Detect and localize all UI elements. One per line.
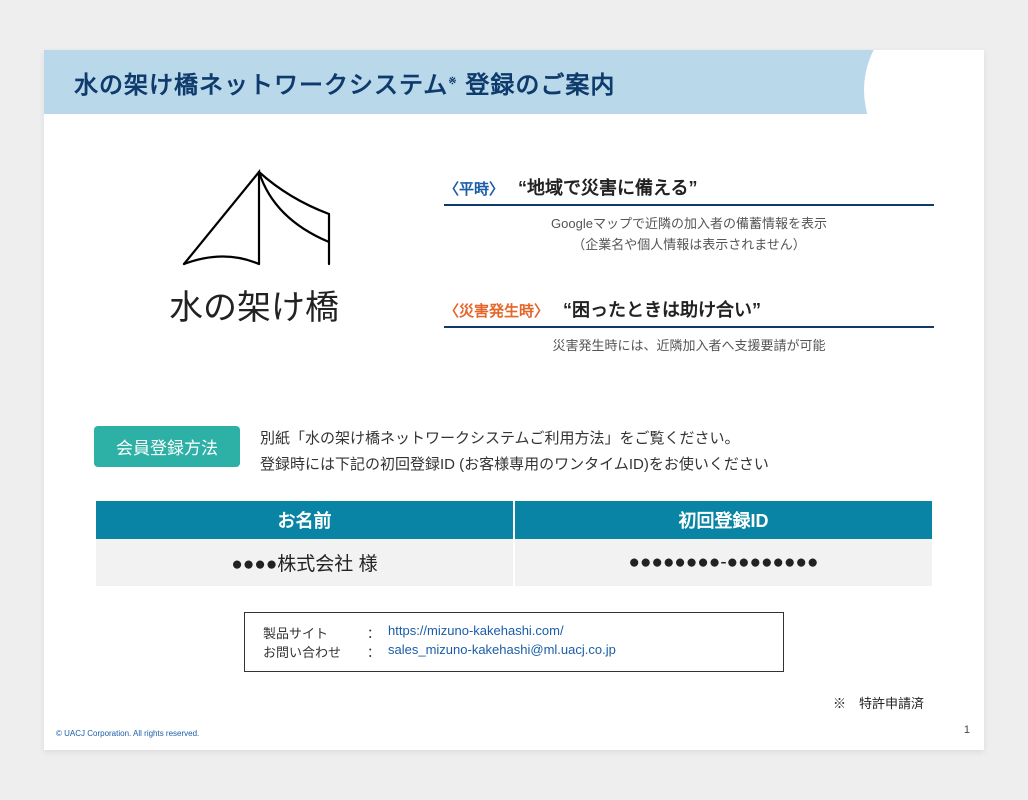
feature-disaster: 〈災害発生時〉 “困ったときは助け合い” 災害発生時には、近隣加入者へ支援要請が…	[444, 296, 934, 357]
feature-disaster-head: 〈災害発生時〉 “困ったときは助け合い”	[444, 296, 934, 328]
contact-inquiry-value: sales_mizuno-kakehashi@ml.uacj.co.jp	[388, 642, 616, 661]
page-number: 1	[964, 724, 970, 736]
feature-peacetime-head: 〈平時〉 “地域で災害に備える”	[444, 174, 934, 206]
col-id-header: 初回登録ID	[515, 501, 932, 539]
features-block: 〈平時〉 “地域で災害に備える” Googleマップで近隣の加入者の備蓄情報を表…	[444, 164, 934, 396]
table-row: ●●●●株式会社 様 ●●●●●●●●-●●●●●●●●	[96, 539, 932, 586]
contact-inquiry-label: お問い合わせ	[263, 642, 359, 661]
table-header-row: お名前 初回登録ID	[96, 501, 932, 539]
title-band: 水の架け橋ネットワークシステム※ 登録のご案内	[44, 50, 984, 114]
document-page: 水の架け橋ネットワークシステム※ 登録のご案内 水の架け橋 〈平時〉 “地域で災…	[44, 50, 984, 750]
registration-table: お名前 初回登録ID ●●●●株式会社 様 ●●●●●●●●-●●●●●●●●	[94, 501, 934, 586]
col-id-value: ●●●●●●●●-●●●●●●●●	[515, 539, 932, 586]
registration-text-line2: 登録時には下記の初回登録ID (お客様専用のワンタイムID)をお使いください	[260, 456, 769, 473]
page-title: 水の架け橋ネットワークシステム※ 登録のご案内	[74, 65, 615, 100]
contact-box: 製品サイト ： https://mizuno-kakehashi.com/ お問…	[244, 612, 784, 672]
contact-site-value: https://mizuno-kakehashi.com/	[388, 623, 564, 642]
feature-peacetime: 〈平時〉 “地域で災害に備える” Googleマップで近隣の加入者の備蓄情報を表…	[444, 174, 934, 256]
copyright-text: © UACJ Corporation. All rights reserved.	[56, 729, 199, 738]
peacetime-desc: Googleマップで近隣の加入者の備蓄情報を表示 （企業名や個人情報は表示されま…	[444, 214, 934, 256]
peacetime-tag: 〈平時〉	[444, 178, 504, 199]
bridge-icon	[164, 164, 344, 274]
colon: ：	[367, 623, 380, 642]
logo-caption: 水の架け橋	[169, 280, 339, 329]
patent-note: ※ 特許申請済	[833, 693, 924, 712]
col-name-header: お名前	[96, 501, 513, 539]
contact-site-label: 製品サイト	[263, 623, 359, 642]
registration-row: 会員登録方法 別紙「水の架け橋ネットワークシステムご利用方法」をご覧ください。 …	[94, 426, 934, 477]
title-suffix: 登録のご案内	[458, 72, 616, 99]
colon: ：	[367, 642, 380, 661]
upper-section: 水の架け橋 〈平時〉 “地域で災害に備える” Googleマップで近隣の加入者の…	[44, 114, 984, 416]
registration-text-line1: 別紙「水の架け橋ネットワークシステムご利用方法」をご覧ください。	[260, 430, 740, 447]
peacetime-desc-line1: Googleマップで近隣の加入者の備蓄情報を表示	[551, 216, 827, 231]
contact-inquiry-line: お問い合わせ ： sales_mizuno-kakehashi@ml.uacj.…	[263, 642, 765, 661]
peacetime-title: “地域で災害に備える”	[518, 174, 697, 200]
registration-text: 別紙「水の架け橋ネットワークシステムご利用方法」をご覧ください。 登録時には下記…	[260, 426, 769, 477]
contact-site-line: 製品サイト ： https://mizuno-kakehashi.com/	[263, 623, 765, 642]
col-name-value: ●●●●株式会社 様	[96, 539, 513, 586]
registration-section: 会員登録方法 別紙「水の架け橋ネットワークシステムご利用方法」をご覧ください。 …	[44, 416, 984, 672]
title-main: 水の架け橋ネットワークシステム	[74, 72, 448, 99]
peacetime-desc-line2: （企業名や個人情報は表示されません）	[572, 237, 806, 252]
registration-badge: 会員登録方法	[94, 426, 240, 467]
disaster-tag: 〈災害発生時〉	[444, 300, 549, 321]
title-footnote-mark: ※	[448, 76, 457, 87]
disaster-title: “困ったときは助け合い”	[563, 296, 761, 322]
disaster-desc: 災害発生時には、近隣加入者へ支援要請が可能	[444, 336, 934, 357]
logo-block: 水の架け橋	[104, 164, 404, 396]
